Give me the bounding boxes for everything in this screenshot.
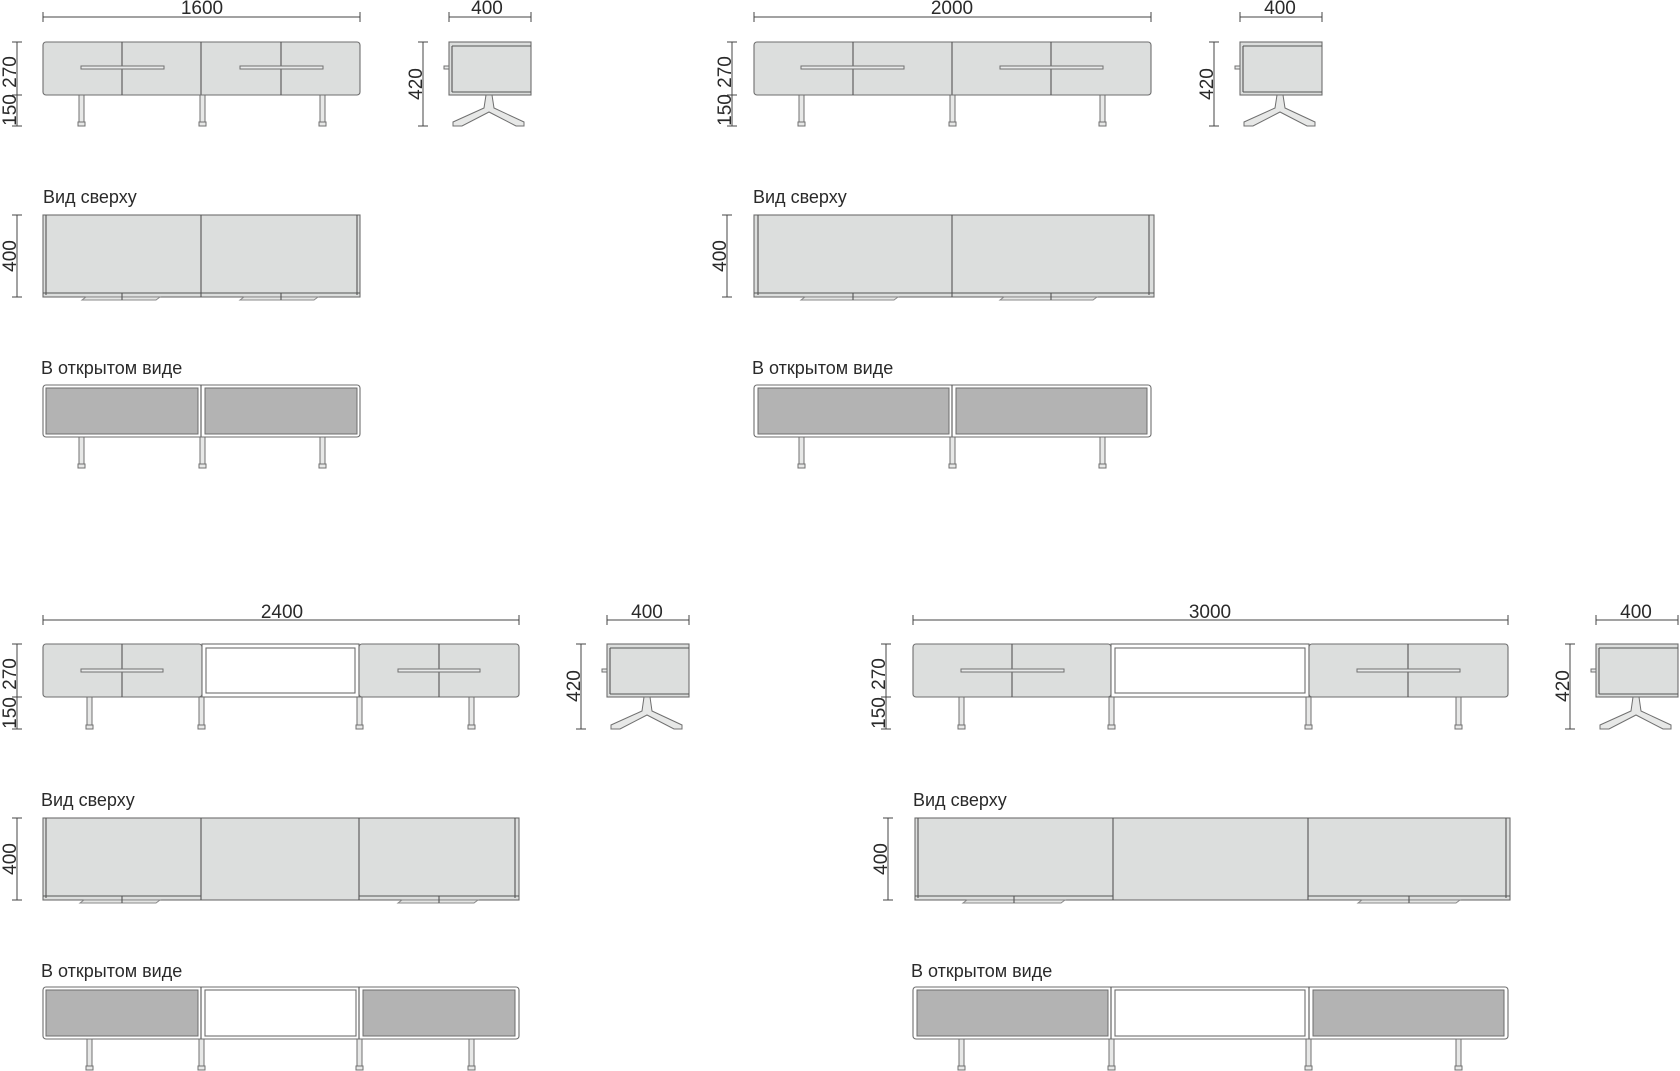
top-view: Вид сверху 400 (710, 187, 1155, 301)
width-label: 3000 (1189, 602, 1231, 623)
open-view-label: В открытом виде (41, 961, 182, 981)
leg-height-label: 150 (0, 94, 21, 126)
top-view-label: Вид сверху (753, 187, 847, 207)
width-dimension: 2400 (42, 602, 520, 625)
open-view: В открытом виде (41, 961, 520, 1071)
body-height-label: 270 (0, 56, 21, 88)
leg-height-label: 150 (0, 697, 21, 729)
total-height-label: 420 (406, 68, 427, 100)
body-height-label: 270 (715, 56, 736, 88)
front-view (753, 41, 1152, 127)
open-view: В открытом виде (911, 961, 1509, 1071)
open-view: В открытом виде (752, 358, 1152, 469)
leg-height-label: 150 (869, 697, 890, 729)
depth-label: 400 (631, 602, 663, 623)
width-dimension: 2000 (753, 0, 1152, 22)
side-view: 400 420 (406, 0, 532, 127)
top-depth-label: 400 (0, 240, 21, 272)
open-view-label: В открытом виде (752, 358, 893, 378)
top-depth-label: 400 (710, 240, 731, 272)
top-view: Вид сверху 400 (0, 790, 520, 904)
variant-3000: 3000 270 150 (869, 602, 1679, 1071)
depth-label: 400 (1620, 602, 1652, 623)
width-dimension: 3000 (912, 602, 1509, 625)
variant-2400: 2400 270 150 (0, 602, 690, 1071)
total-height-label: 420 (1553, 670, 1574, 702)
height-dimension: 270 150 (0, 41, 22, 127)
open-view: В открытом виде (41, 358, 361, 469)
top-depth-label: 400 (0, 843, 21, 875)
top-view: Вид сверху 400 (0, 187, 361, 301)
front-view (42, 643, 520, 730)
top-view-label: Вид сверху (41, 790, 135, 810)
width-label: 2400 (261, 602, 303, 623)
top-view: Вид сверху 400 (871, 790, 1511, 904)
total-height-label: 420 (564, 670, 585, 702)
top-depth-label: 400 (871, 843, 892, 875)
total-height-label: 420 (1197, 68, 1218, 100)
front-view (42, 41, 361, 127)
top-view-label: Вид сверху (43, 187, 137, 207)
open-view-label: В открытом виде (41, 358, 182, 378)
front-view (912, 643, 1509, 730)
side-view: 400 420 (1553, 602, 1679, 730)
depth-label: 400 (1264, 0, 1296, 19)
body-height-label: 270 (869, 658, 890, 690)
height-dimension: 270 150 (715, 41, 737, 127)
side-view: 400 420 (1197, 0, 1323, 127)
depth-label: 400 (471, 0, 503, 19)
side-view: 400 420 (564, 602, 690, 730)
body-height-label: 270 (0, 658, 21, 690)
width-label: 1600 (181, 0, 223, 19)
leg-height-label: 150 (715, 94, 736, 126)
variant-2000: 2000 270 150 400 (710, 0, 1323, 469)
width-label: 2000 (931, 0, 973, 19)
top-view-label: Вид сверху (913, 790, 1007, 810)
height-dimension: 270 150 (0, 643, 22, 730)
width-dimension: 1600 (42, 0, 361, 22)
open-view-label: В открытом виде (911, 961, 1052, 981)
height-dimension: 270 150 (869, 643, 891, 730)
variant-1600: 1600 270 150 (0, 0, 532, 469)
